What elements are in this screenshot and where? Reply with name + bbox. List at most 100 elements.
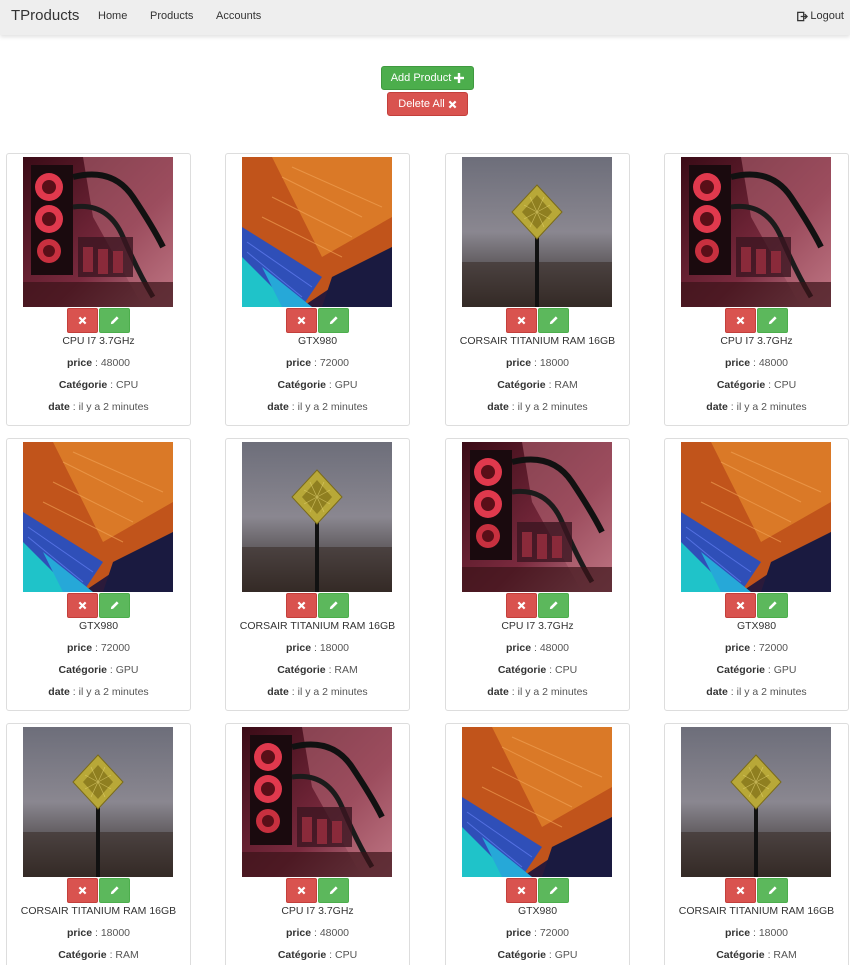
card-actions [446,878,629,903]
edit-product-button[interactable] [757,878,788,903]
delete-product-button[interactable] [725,593,756,618]
category-value: CPU [335,949,358,961]
pencil-icon [329,886,338,895]
product-date: date : il y a 2 minutes [48,686,149,698]
delete-product-button[interactable] [286,308,317,333]
delete-product-button[interactable] [67,308,98,333]
product-card: GTX980 price : 72000 Catégorie : GPU dat… [6,438,191,711]
delete-product-button[interactable] [725,308,756,333]
delete-product-button[interactable] [506,308,537,333]
delete-all-button[interactable]: Delete All [387,92,468,116]
product-name: CORSAIR TITANIUM RAM 16GB [239,620,396,632]
edit-product-button[interactable] [538,593,569,618]
product-photo [242,442,392,592]
edit-product-button[interactable] [99,878,130,903]
price-label: price [505,927,532,939]
product-name: GTX980 [297,335,338,347]
pencil-icon [549,886,558,895]
product-name: GTX980 [736,620,777,632]
product-price: price : 48000 [66,357,131,369]
date-label: date [487,401,509,413]
product-category: Catégorie : RAM [58,949,139,961]
delete-product-button[interactable] [725,878,756,903]
product-card: CPU I7 3.7GHz price : 48000 Catégorie : … [6,153,191,426]
product-price: price : 72000 [66,642,131,654]
logout-link[interactable]: Logout [797,10,844,22]
product-card: GTX980 price : 72000 Catégorie : GPU dat… [225,153,410,426]
edit-product-button[interactable] [538,878,569,903]
product-image [23,727,173,877]
nav-link-accounts[interactable]: Accounts [216,10,262,22]
product-image [462,727,612,877]
product-image [681,727,831,877]
category-value: RAM [115,949,139,961]
delete-product-button[interactable] [286,878,317,903]
delete-product-button[interactable] [67,593,98,618]
nav-link-products[interactable]: Products [150,10,194,22]
edit-product-button[interactable] [757,308,788,333]
card-actions [226,308,409,333]
times-icon [736,601,745,610]
edit-product-button[interactable] [318,593,349,618]
category-value: CPU [774,379,797,391]
product-price: price : 48000 [724,357,789,369]
product-image [462,157,612,307]
times-icon [297,316,306,325]
product-card: CPU I7 3.7GHz price : 48000 Catégorie : … [445,438,630,711]
product-price: price : 48000 [285,927,350,939]
pencil-icon [329,601,338,610]
edit-product-button[interactable] [99,593,130,618]
pencil-icon [768,316,777,325]
price-label: price [724,357,751,369]
product-category: Catégorie : GPU [716,664,797,676]
product-category: Catégorie : RAM [716,949,797,961]
edit-product-button[interactable] [318,308,349,333]
product-card: CPU I7 3.7GHz price : 48000 Catégorie : … [225,723,410,965]
edit-product-button[interactable] [538,308,569,333]
category-value: RAM [773,949,797,961]
delete-product-button[interactable] [286,593,317,618]
price-value: 48000 [539,642,570,654]
product-price: price : 18000 [66,927,131,939]
price-value: 18000 [539,357,570,369]
date-label: date [267,686,289,698]
times-icon [517,601,526,610]
edit-product-button[interactable] [99,308,130,333]
product-photo [242,157,392,307]
product-image [242,157,392,307]
logout-icon [797,11,809,21]
product-name: CPU I7 3.7GHz [281,905,354,917]
date-label: date [706,686,728,698]
category-label: Catégorie [58,949,107,961]
product-category: Catégorie : CPU [497,664,578,676]
product-image [23,157,173,307]
delete-product-button[interactable] [506,878,537,903]
category-value: RAM [554,379,578,391]
delete-product-button[interactable] [67,878,98,903]
date-value: il y a 2 minutes [517,686,588,698]
pencil-icon [110,601,119,610]
pencil-icon [110,886,119,895]
product-category: Catégorie : GPU [58,664,139,676]
times-icon [448,100,457,108]
category-value: CPU [116,379,139,391]
product-card: CPU I7 3.7GHz price : 48000 Catégorie : … [664,153,849,426]
delete-product-button[interactable] [506,593,537,618]
product-date: date : il y a 2 minutes [487,401,588,413]
product-price: price : 72000 [724,642,789,654]
product-photo [462,157,612,307]
card-actions [665,308,848,333]
nav-link-home[interactable]: Home [98,10,128,22]
add-product-button[interactable]: Add Product [381,66,474,90]
product-name: CPU I7 3.7GHz [62,335,135,347]
product-photo [23,727,173,877]
edit-product-button[interactable] [757,593,788,618]
product-name: CPU I7 3.7GHz [720,335,793,347]
category-value: GPU [115,664,139,676]
category-value: CPU [555,664,578,676]
edit-product-button[interactable] [318,878,349,903]
brand-link[interactable]: TProducts [11,7,80,24]
price-label: price [285,927,312,939]
times-icon [78,601,87,610]
pencil-icon [110,316,119,325]
